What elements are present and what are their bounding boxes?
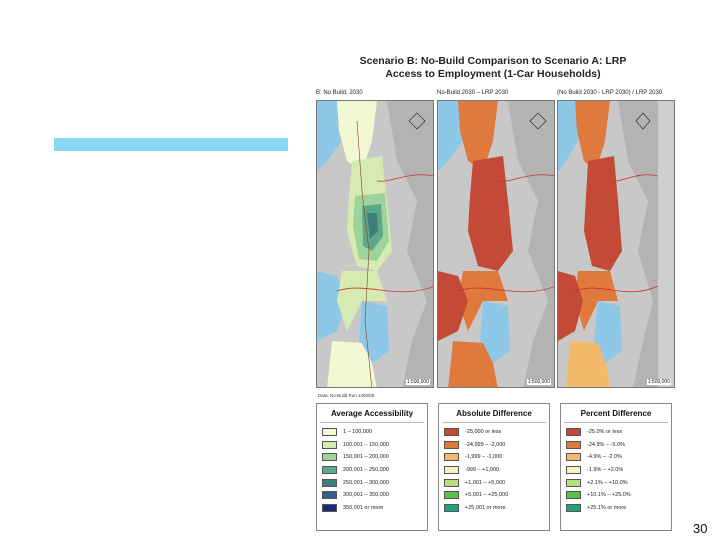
legend-item: 300,001 – 350,000 <box>317 489 427 502</box>
legend-swatch <box>566 503 581 512</box>
legend-swatch <box>322 453 337 462</box>
legend-absolute-difference: Absolute Difference -25,000 or less -24,9… <box>438 403 550 531</box>
legend-swatch <box>322 478 337 487</box>
legend-label: +10.1% – +25.0% <box>587 492 631 499</box>
legend-swatch <box>444 440 459 449</box>
figure-title: Scenario B: No-Build Comparison to Scena… <box>318 55 668 81</box>
map-frame: 1:500,000 <box>557 100 675 388</box>
panel-heading: (No Build 2030 - LRP 2030) / LRP 2030 <box>557 90 663 96</box>
legend-swatch <box>566 478 581 487</box>
map-panel-no-build: B: No Build, 2030 1:500,000 Data: No-Bui… <box>316 90 434 398</box>
legend-swatch <box>566 428 581 437</box>
legend-item: +5,001 – +25,000 <box>439 489 549 502</box>
figure-title-line2: Access to Employment (1-Car Households) <box>385 68 601 80</box>
legend-item: +2.1% – +10.0% <box>561 476 671 489</box>
legend-label: -1,999 – -1,000 <box>465 454 503 461</box>
legend-swatch <box>566 491 581 500</box>
legend-swatch <box>322 503 337 512</box>
map-panel-absolute-difference: No-Build 2030 – LRP 2030 1:500,000 <box>437 90 555 390</box>
legend-swatch <box>566 453 581 462</box>
legend-item: +1,001 – +5,000 <box>439 476 549 489</box>
legend-label: +25,001 or more <box>465 504 506 511</box>
legend-item: +25,001 or more <box>439 502 549 515</box>
legend-item: -999 – +1,000 <box>439 464 549 477</box>
map-graphic <box>317 101 433 387</box>
legend-swatch <box>322 440 337 449</box>
legend-label: -24.9% – -5.0% <box>587 441 625 448</box>
legend-swatch <box>566 440 581 449</box>
legend-label: +2.1% – +10.0% <box>587 479 628 486</box>
legend-item: -24.9% – -5.0% <box>561 439 671 452</box>
legend-label: -25.0% or less <box>587 429 623 436</box>
map-graphic <box>438 101 554 387</box>
legend-label: 300,001 – 350,000 <box>343 492 389 499</box>
legend-item: -24,999 – -2,000 <box>439 439 549 452</box>
legend-item: +10.1% – +25.0% <box>561 489 671 502</box>
legend-label: 350,001 or more <box>343 504 384 511</box>
legend-item: -25,000 or less <box>439 426 549 439</box>
legend-item: -25.0% or less <box>561 426 671 439</box>
accent-bar <box>54 138 288 151</box>
legend-label: 200,001 – 250,000 <box>343 467 389 474</box>
legend-label: +1,001 – +5,000 <box>465 479 506 486</box>
map-scale-label: 1:500,000 <box>646 379 671 385</box>
legend-swatch <box>444 491 459 500</box>
map-panel-percent-difference: (No Build 2030 - LRP 2030) / LRP 2030 1:… <box>557 90 675 390</box>
figure-title-line1: Scenario B: No-Build Comparison to Scena… <box>359 55 627 67</box>
legend-swatch <box>444 453 459 462</box>
panel-heading: B: No Build, 2030 <box>316 90 363 96</box>
legend-label: -24,999 – -2,000 <box>465 441 506 448</box>
legend-item: 1 – 100,000 <box>317 426 427 439</box>
legend-label: -4.9% – -2.0% <box>587 454 622 461</box>
legend-swatch <box>444 428 459 437</box>
legend-item: -4.9% – -2.0% <box>561 451 671 464</box>
legend-swatch <box>444 503 459 512</box>
legend-average-accessibility: Average Accessibility 1 – 100,000 100,001… <box>316 403 428 531</box>
legend-label: -25,000 or less <box>465 429 502 436</box>
legend-label: 100,001 – 150,000 <box>343 441 389 448</box>
legend-item: 200,001 – 250,000 <box>317 464 427 477</box>
legend-item: 150,001 – 200,000 <box>317 451 427 464</box>
legend-swatch <box>566 466 581 475</box>
map-scale-label: 1:500,000 <box>405 379 430 385</box>
legend-item: 350,001 or more <box>317 502 427 515</box>
legend-label: -1.9% – +2.0% <box>587 467 624 474</box>
legend-item: -1.9% – +2.0% <box>561 464 671 477</box>
legend-title: Absolute Difference <box>442 404 546 423</box>
legend-swatch <box>444 466 459 475</box>
map-frame: 1:500,000 <box>437 100 555 388</box>
panel-heading: No-Build 2030 – LRP 2030 <box>437 90 509 96</box>
legend-label: 250,001 – 300,000 <box>343 479 389 486</box>
page-number: 30 <box>693 521 708 536</box>
legend-swatch <box>322 491 337 500</box>
legend-title: Average Accessibility <box>320 404 424 423</box>
legend-swatch <box>444 478 459 487</box>
legend-item: -1,999 – -1,000 <box>439 451 549 464</box>
legend-item: +25.1% or more <box>561 502 671 515</box>
legend-title: Percent Difference <box>564 404 668 423</box>
legend-item: 250,001 – 300,000 <box>317 476 427 489</box>
map-scale-label: 1:500,000 <box>526 379 551 385</box>
legend-label: 150,001 – 200,000 <box>343 454 389 461</box>
legend-swatch <box>322 466 337 475</box>
legend-label: -999 – +1,000 <box>465 467 500 474</box>
legend-label: 1 – 100,000 <box>343 429 373 436</box>
legend-percent-difference: Percent Difference -25.0% or less -24.9% … <box>560 403 672 531</box>
legend-label: +25.1% or more <box>587 504 627 511</box>
map-credit: Data: No-Build Run 1400/05 <box>318 393 375 398</box>
legend-item: 100,001 – 150,000 <box>317 439 427 452</box>
map-graphic <box>558 101 658 387</box>
map-frame: 1:500,000 <box>316 100 434 388</box>
legend-swatch <box>322 428 337 437</box>
legend-label: +5,001 – +25,000 <box>465 492 509 499</box>
